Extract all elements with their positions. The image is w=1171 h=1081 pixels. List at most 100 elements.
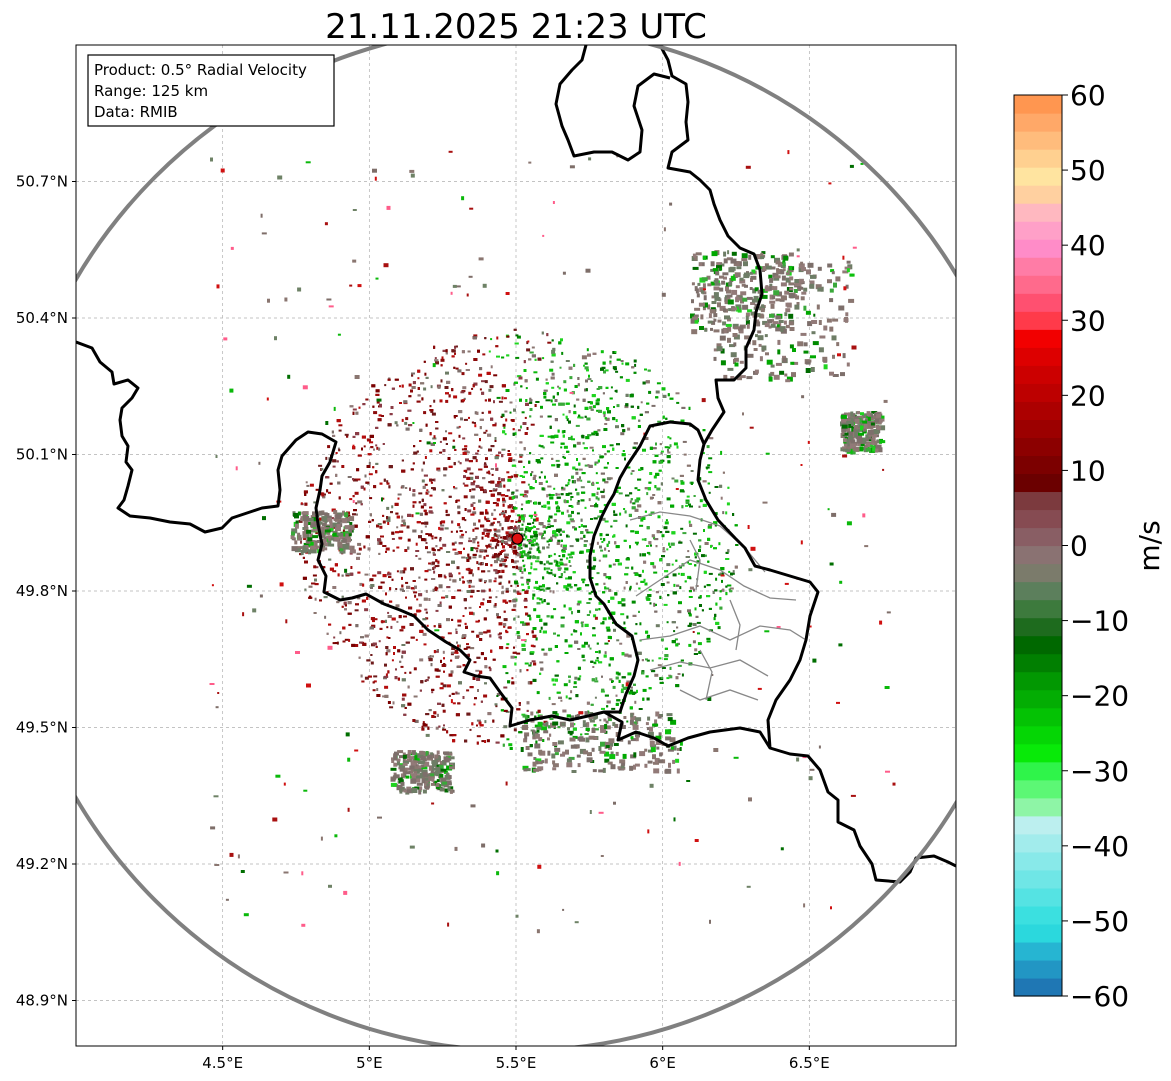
echo-pixel bbox=[555, 501, 559, 505]
echo-pixel bbox=[535, 740, 538, 744]
echo-pixel bbox=[491, 512, 494, 516]
echo-pixel bbox=[641, 538, 645, 541]
echo-pixel bbox=[402, 570, 406, 574]
echo-pixel bbox=[710, 544, 712, 548]
echo-pixel bbox=[662, 415, 665, 419]
echo-pixel bbox=[433, 715, 437, 718]
echo-pixel bbox=[429, 494, 433, 497]
echo-pixel bbox=[480, 652, 484, 656]
echo-pixel bbox=[411, 372, 415, 375]
echo-pixel bbox=[470, 495, 475, 499]
echo-pixel bbox=[603, 370, 606, 374]
echo-pixel bbox=[478, 619, 480, 622]
echo-pixel bbox=[441, 356, 444, 360]
echo-pixel bbox=[603, 504, 607, 507]
echo-pixel bbox=[537, 546, 540, 550]
echo-pixel bbox=[521, 503, 524, 506]
echo-pixel bbox=[470, 589, 475, 593]
echo-pixel bbox=[699, 604, 702, 607]
echo-pixel bbox=[633, 683, 636, 686]
echo-pixel bbox=[703, 585, 706, 588]
echo-pixel bbox=[640, 580, 645, 583]
echo-pixel bbox=[603, 654, 607, 658]
echo-pixel bbox=[565, 500, 569, 504]
echo-pixel bbox=[536, 614, 541, 618]
echo-pixel bbox=[605, 386, 609, 389]
echo-pixel bbox=[517, 592, 522, 595]
echo-pixel bbox=[606, 705, 609, 708]
echo-pixel bbox=[548, 562, 553, 565]
echo-pixel bbox=[431, 688, 435, 691]
echo-pixel bbox=[521, 523, 524, 526]
echo-pixel bbox=[385, 550, 387, 553]
echo-pixel bbox=[539, 588, 543, 591]
echo-pixel bbox=[405, 596, 407, 599]
echo-pixel bbox=[663, 658, 668, 661]
echo-pixel bbox=[620, 690, 624, 694]
echo-pixel bbox=[527, 529, 530, 532]
echo-pixel bbox=[540, 405, 543, 409]
echo-pixel bbox=[559, 366, 562, 369]
echo-pixel bbox=[455, 345, 458, 348]
echo-pixel bbox=[617, 562, 622, 566]
echo-pixel bbox=[315, 532, 320, 535]
echo-pixel bbox=[348, 623, 352, 626]
echo-pixel bbox=[359, 582, 363, 586]
echo-pixel bbox=[439, 451, 443, 454]
echo-pixel bbox=[510, 520, 514, 523]
echo-pixel bbox=[695, 615, 699, 618]
echo-pixel bbox=[557, 567, 562, 570]
echo-pixel bbox=[548, 538, 552, 542]
echo-pixel bbox=[596, 491, 599, 495]
echo-pixel bbox=[529, 452, 532, 455]
echo-pixel bbox=[484, 516, 487, 520]
echo-pixel bbox=[541, 533, 544, 536]
echo-pixel bbox=[315, 488, 319, 491]
echo-pixel bbox=[362, 403, 366, 406]
echo-pixel bbox=[487, 470, 490, 474]
echo-pixel bbox=[685, 556, 690, 558]
echo-pixel bbox=[528, 542, 531, 545]
echo-pixel bbox=[393, 646, 396, 649]
echo-pixel bbox=[468, 537, 471, 540]
echo-pixel bbox=[498, 575, 503, 579]
echo-pixel bbox=[352, 513, 356, 516]
echo-pixel bbox=[549, 425, 552, 429]
echo-pixel bbox=[617, 601, 622, 605]
echo-pixel bbox=[372, 574, 377, 577]
echo-pixel bbox=[706, 640, 711, 643]
echo-pixel bbox=[370, 617, 375, 621]
echo-pixel bbox=[320, 468, 322, 471]
echo-pixel bbox=[634, 700, 637, 704]
echo-pixel bbox=[658, 469, 662, 472]
echo-pixel bbox=[457, 619, 462, 623]
echo-pixel bbox=[355, 502, 358, 505]
echo-pixel bbox=[599, 545, 602, 549]
echo-pixel bbox=[664, 570, 669, 573]
echo-pixel bbox=[573, 411, 577, 415]
echo-pixel bbox=[593, 517, 598, 520]
echo-pixel bbox=[620, 613, 625, 616]
echo-pixel bbox=[427, 726, 430, 730]
echo-pixel bbox=[356, 552, 361, 555]
echo-pixel bbox=[407, 538, 411, 542]
echo-pixel bbox=[704, 554, 707, 557]
echo-pixel bbox=[542, 576, 545, 580]
echo-pixel bbox=[518, 460, 523, 463]
echo-pixel bbox=[399, 530, 404, 533]
map-area[interactable]: 4.5°E 5°E 5.5°E 6°E 6.5°E48.9°N49.2°N49.5°N4… bbox=[5, 27, 1029, 1072]
echo-pixel bbox=[657, 515, 661, 519]
echo-pixel bbox=[512, 428, 515, 431]
echo-pixel bbox=[712, 591, 715, 594]
echo-pixel bbox=[569, 518, 574, 521]
echo-pixel bbox=[588, 374, 590, 378]
echo-pixel bbox=[519, 441, 523, 444]
echo-pixel bbox=[480, 700, 483, 703]
echo-pixel bbox=[565, 402, 570, 405]
echo-pixel bbox=[688, 596, 693, 598]
echo-pixel bbox=[595, 481, 599, 484]
echo-pixel bbox=[539, 415, 543, 418]
echo-pixel bbox=[526, 556, 531, 560]
echo-pixel bbox=[523, 538, 526, 541]
echo-pixel bbox=[582, 398, 586, 402]
